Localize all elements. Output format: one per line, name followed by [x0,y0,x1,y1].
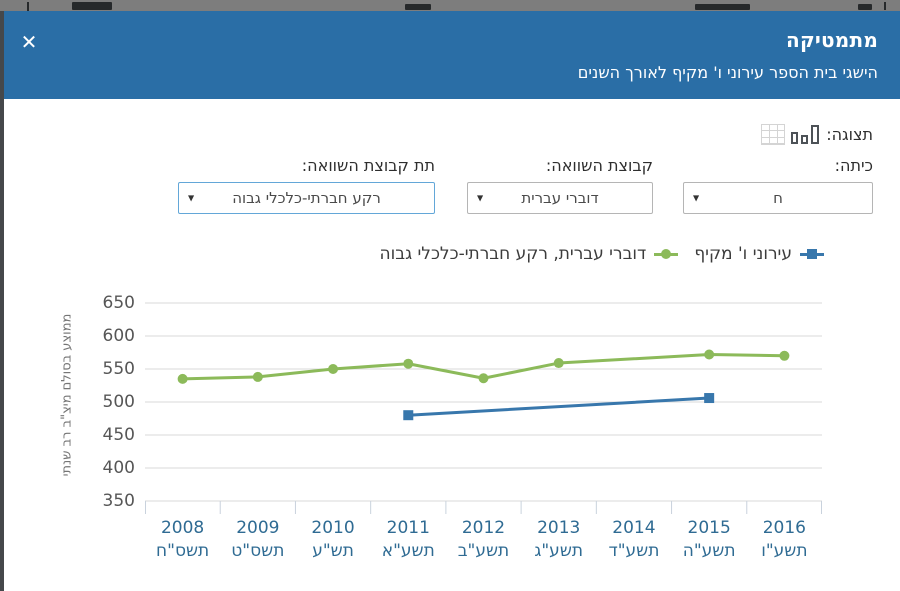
y-axis-tick-label: 550 [102,359,135,379]
modal-titles: מתמטיקה הישגי בית הספר עירוני ו' מקיף לא… [578,28,878,82]
y-axis-tick-label: 600 [102,326,135,346]
legend-item-label: עירוני ו' מקיף [694,244,792,264]
achievements-modal: ✕ מתמטיקה הישגי בית הספר עירוני ו' מקיף … [4,11,900,591]
class-select-value: ח [773,189,783,207]
x-axis-label: 2008 תשס"ח [156,518,210,561]
y-axis-tick-label: 400 [102,458,135,478]
filter-comparison-group: קבוצת השוואה: דוברי עברית ▼ [467,156,653,214]
comparison-group-label: קבוצת השוואה: [545,156,653,175]
y-axis-tick-label: 500 [102,392,135,412]
backdrop-artifact [27,2,29,11]
x-axis-label: 2011 תשע"א [381,518,435,561]
comparison-group-select[interactable]: דוברי עברית ▼ [467,182,653,214]
page-title: מתמטיקה [786,28,878,52]
x-axis-label: 2014 תשע"ד [608,518,660,561]
x-axis-label: 2009 תשס"ט [231,518,285,561]
backdrop-artifact [858,4,872,10]
backdrop-artifact [72,2,112,10]
x-axis-label: 2013 תשע"ג [534,518,584,561]
comparison-group-value: דוברי עברית [521,189,599,207]
x-axis-label: 2016 תשע"ו [761,518,808,561]
y-axis-tick-label: 350 [102,491,135,511]
backdrop-artifact [695,4,750,10]
y-axis-tick-labels: 650 600 550 500 450 400 350 [4,290,135,515]
modal-header: ✕ מתמטיקה הישגי בית הספר עירוני ו' מקיף … [4,11,900,99]
legend-item[interactable]: דוברי עברית, רקע חברתי-כלכלי גבוה [380,244,679,264]
line-chart [145,302,822,514]
page-subtitle: הישגי בית הספר עירוני ו' מקיף לאורך השני… [577,63,878,82]
dimmed-background-page [0,0,900,11]
x-axis-label: 2010 תש"ע [311,518,355,561]
chevron-down-icon: ▼ [693,193,700,203]
chart-legend: עירוני ו' מקיף דוברי עברית, רקע חברתי-כלכ… [380,244,824,264]
view-toggle-row: תצוגה: [761,123,873,145]
class-select[interactable]: ח ▼ [683,182,873,214]
view-toggle-label: תצוגה: [826,124,873,144]
sub-comparison-group-select[interactable]: רקע חברתי-כלכלי גבוה ▼ [178,182,435,214]
filter-sub-comparison-group: תת קבוצת השוואה: רקע חברתי-כלכלי גבוה ▼ [178,156,435,214]
legend-circle-marker-icon [654,249,679,260]
table-view-icon[interactable] [761,123,786,145]
x-axis-label: 2015 תשע"ה [682,518,736,561]
bar-chart-view-icon[interactable] [791,124,820,144]
legend-square-marker-icon [800,249,824,260]
legend-item-label: דוברי עברית, רקע חברתי-כלכלי גבוה [379,244,647,264]
filter-class: כיתה: ח ▼ [683,156,873,214]
y-axis-tick-label: 650 [102,293,135,313]
sub-comparison-group-value: רקע חברתי-כלכלי גבוה [232,189,381,207]
chevron-down-icon: ▼ [477,193,484,203]
line-chart-plot [145,290,822,515]
close-icon[interactable]: ✕ [15,28,43,56]
dimmed-background-edge [0,11,4,591]
legend-item[interactable]: עירוני ו' מקיף [694,244,824,264]
chevron-down-icon: ▼ [188,193,195,203]
backdrop-artifact [405,4,431,10]
x-axis-label: 2012 תשע"ב [457,518,510,561]
sub-comparison-group-label: תת קבוצת השוואה: [301,156,435,175]
x-axis-tick-labels: 2008 תשס"ח 2009 תשס"ט 2010 תש"ע 2011 תשע"א 2012 ת… [145,517,822,563]
y-axis-tick-label: 450 [102,425,135,445]
class-filter-label: כיתה: [834,156,873,175]
backdrop-artifact [884,2,886,10]
